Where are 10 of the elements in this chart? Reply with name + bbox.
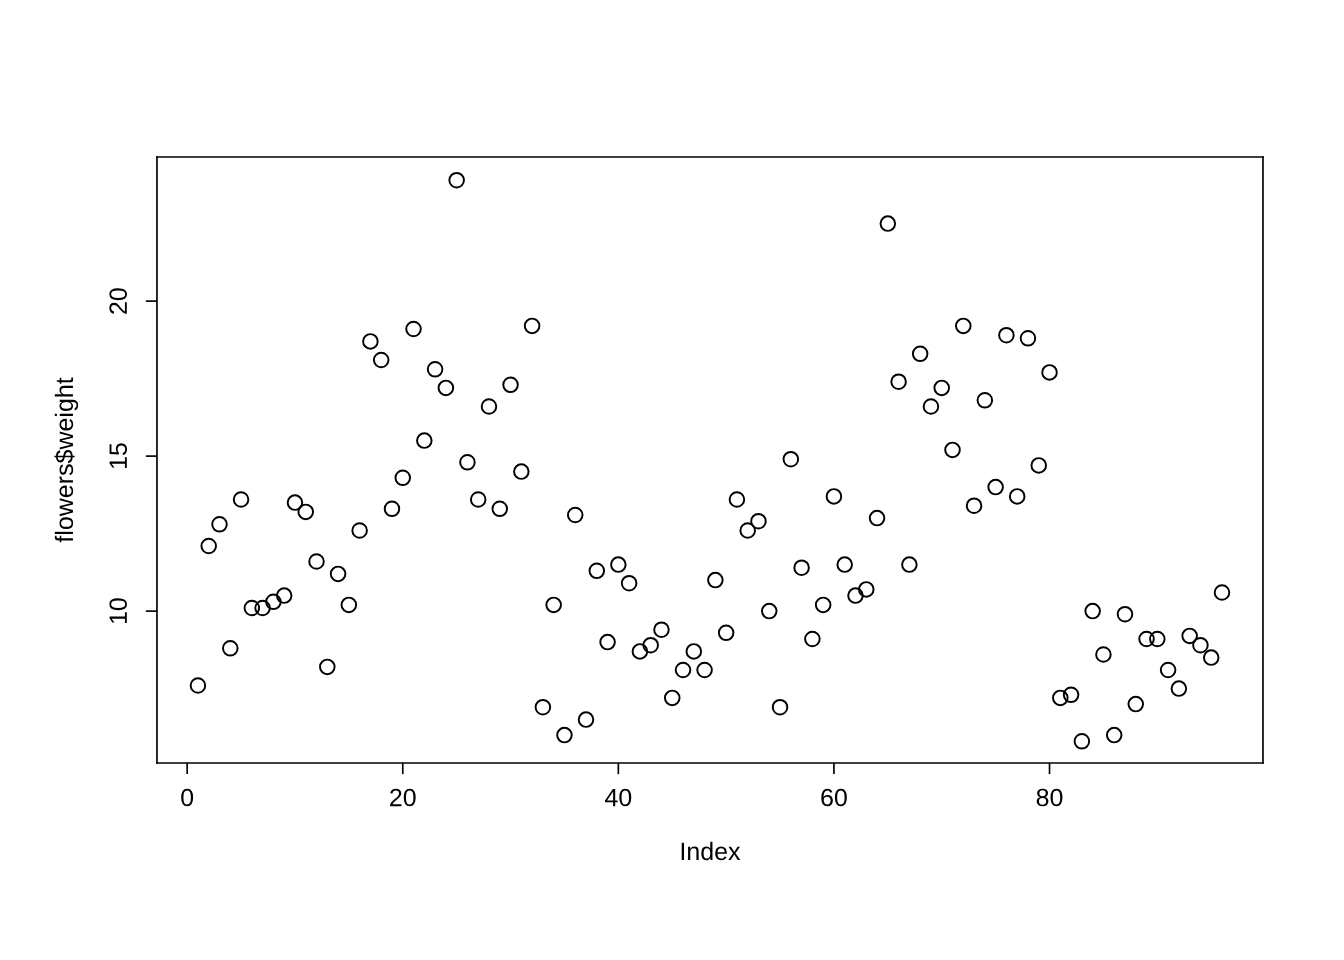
x-tick-label: 80 [1036, 788, 1063, 807]
x-tick-label: 20 [390, 788, 416, 807]
y-tick-label: 10 [109, 598, 128, 624]
y-tick-label: 20 [109, 288, 128, 314]
y-tick-label: 15 [109, 443, 128, 469]
x-tick-label: 40 [605, 788, 632, 807]
x-tick-label: 60 [821, 788, 847, 807]
x-axis-title: Index [681, 841, 741, 861]
x-tick-label: 0 [181, 788, 194, 807]
y-axis-title: flowers$weight [54, 377, 79, 543]
